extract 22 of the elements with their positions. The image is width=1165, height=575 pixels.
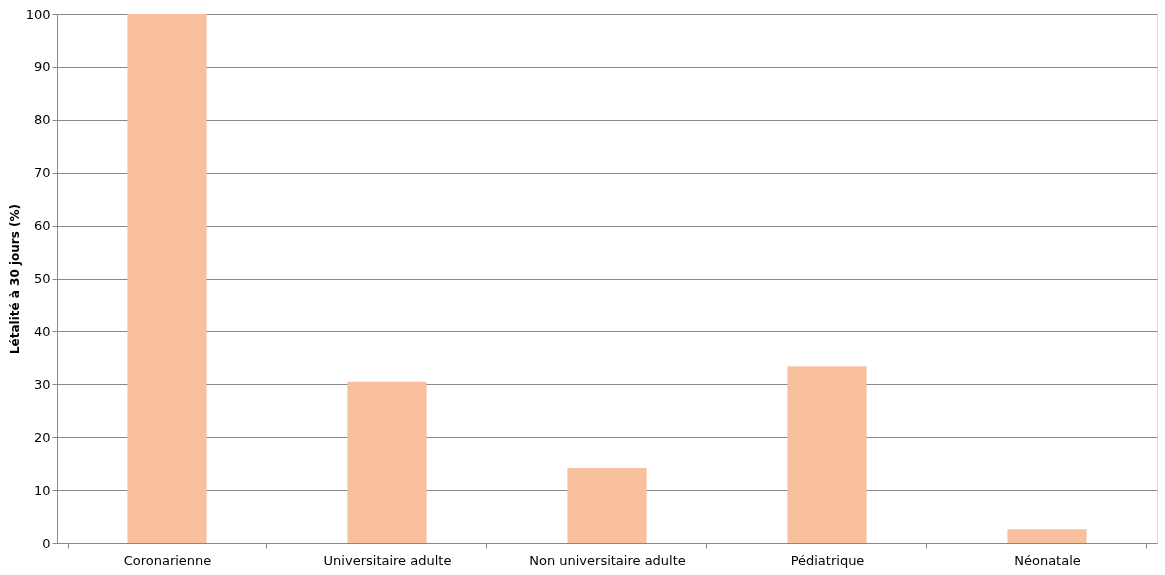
bar [567, 467, 647, 543]
x-tick-label: Coronarienne [123, 552, 212, 568]
y-tick-label: 60 [33, 218, 51, 234]
y-tick-label: 40 [33, 323, 51, 339]
y-tick-label: 30 [33, 376, 51, 392]
y-tick-label: 100 [25, 6, 51, 22]
x-tick-label: Non universitaire adulte [529, 552, 686, 568]
bar [1007, 529, 1087, 543]
bar [127, 14, 207, 543]
x-tick-label: Pédiatrique [790, 552, 865, 568]
y-tick-label: 70 [33, 165, 51, 181]
y-tick-label: 90 [33, 59, 51, 75]
y-tick-label: 80 [33, 112, 51, 128]
bar [787, 366, 867, 543]
bar [347, 381, 427, 543]
y-tick-label: 0 [42, 535, 51, 551]
x-tick-label: Néonatale [1014, 552, 1081, 568]
y-tick-label: 50 [33, 271, 51, 286]
y-tick-label: 20 [33, 429, 51, 445]
y-tick-label: 10 [33, 482, 51, 498]
y-axis-title: Létalité à 30 jours (%) [7, 203, 22, 355]
x-tick-label: Universitaire adulte [323, 552, 452, 568]
